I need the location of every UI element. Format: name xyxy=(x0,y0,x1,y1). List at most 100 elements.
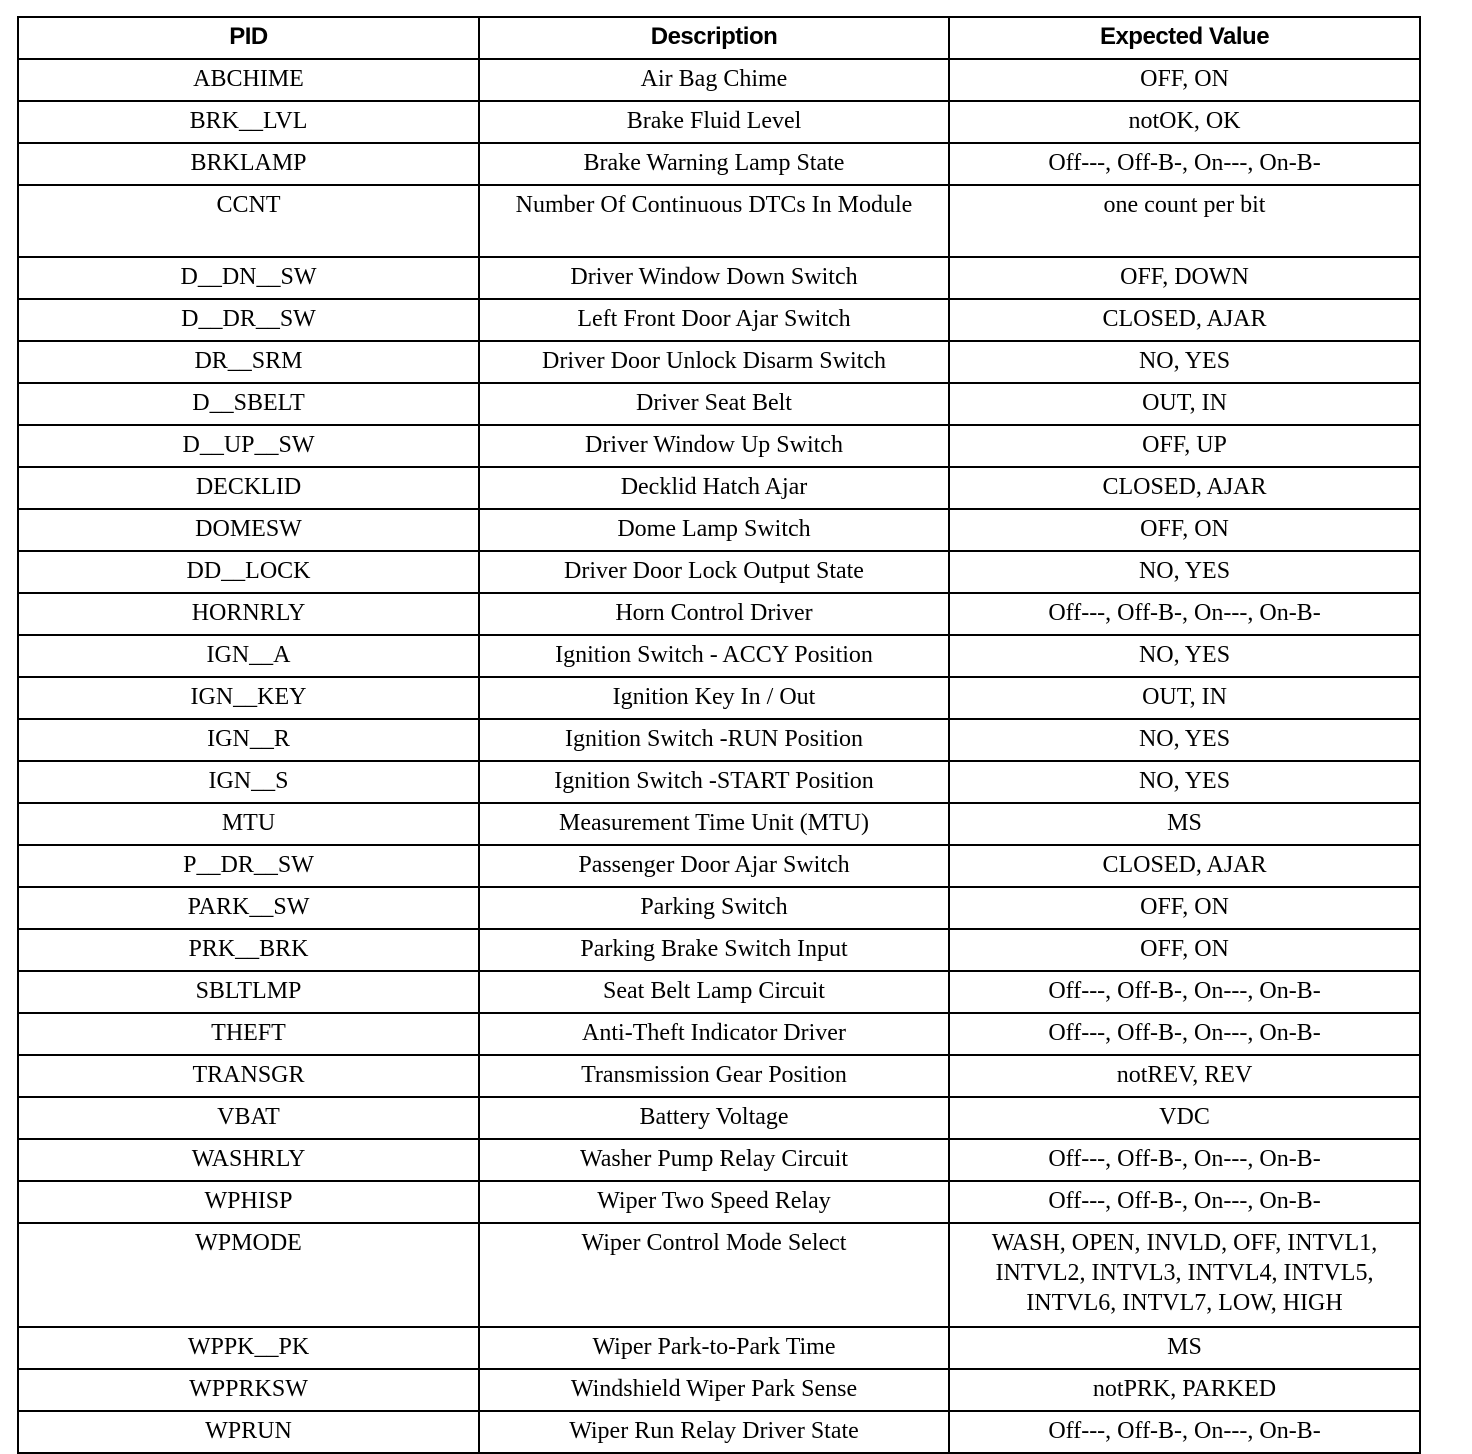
table-row: WPHISP Wiper Two Speed Relay Off---, Off-B… xyxy=(17,1180,1421,1224)
pid-cell: TRANSGR xyxy=(17,1054,480,1098)
pid-cell: HORNRLY xyxy=(17,592,480,636)
pid-cell: DECKLID xyxy=(17,466,480,510)
expected-value-cell: MS xyxy=(948,802,1421,846)
description-cell: Measurement Time Unit (MTU) xyxy=(478,802,950,846)
description-cell: Battery Voltage xyxy=(478,1096,950,1140)
expected-value-cell: OFF, ON xyxy=(948,508,1421,552)
table-row: DD__LOCK Driver Door Lock Output State NO,… xyxy=(17,550,1421,594)
expected-value-cell: Off---, Off-B-, On---, On-B- xyxy=(948,1012,1421,1056)
table-row: D__DR__SW Left Front Door Ajar Switch CLOS… xyxy=(17,298,1421,342)
table-row: D__DN__SW Driver Window Down Switch OFF, D… xyxy=(17,256,1421,300)
description-cell: Ignition Switch -RUN Position xyxy=(478,718,950,762)
table-row: DECKLID Decklid Hatch Ajar CLOSED, AJAR xyxy=(17,466,1421,510)
pid-cell: DD__LOCK xyxy=(17,550,480,594)
table-row: D__UP__SW Driver Window Up Switch OFF, UP xyxy=(17,424,1421,468)
expected-value-cell: MS xyxy=(948,1326,1421,1370)
description-cell: Left Front Door Ajar Switch xyxy=(478,298,950,342)
pid-cell: D__UP__SW xyxy=(17,424,480,468)
expected-value-cell: NO, YES xyxy=(948,550,1421,594)
expected-value-cell: Off---, Off-B-, On---, On-B- xyxy=(948,1410,1421,1454)
expected-value-cell: NO, YES xyxy=(948,760,1421,804)
description-cell: Ignition Switch - ACCY Position xyxy=(478,634,950,678)
pid-cell: SBLTLMP xyxy=(17,970,480,1014)
expected-value-cell: WASH, OPEN, INVLD, OFF, INTVL1, INTVL2, … xyxy=(948,1222,1421,1328)
table-row: PRK__BRK Parking Brake Switch Input OFF, O… xyxy=(17,928,1421,972)
table-row: IGN__R Ignition Switch -RUN Position NO, Y… xyxy=(17,718,1421,762)
pid-cell: IGN__R xyxy=(17,718,480,762)
description-cell: Parking Switch xyxy=(478,886,950,930)
expected-value-cell: CLOSED, AJAR xyxy=(948,844,1421,888)
pid-cell: D__SBELT xyxy=(17,382,480,426)
expected-value-cell: Off---, Off-B-, On---, On-B- xyxy=(948,142,1421,186)
expected-value-cell: OUT, IN xyxy=(948,382,1421,426)
pid-cell: MTU xyxy=(17,802,480,846)
pid-cell: IGN__A xyxy=(17,634,480,678)
table-row: PARK__SW Parking Switch OFF, ON xyxy=(17,886,1421,930)
table-row: TRANSGR Transmission Gear Position notREV,… xyxy=(17,1054,1421,1098)
table-row: WPPRKSW Windshield Wiper Park Sense notPRK… xyxy=(17,1368,1421,1412)
description-cell: Washer Pump Relay Circuit xyxy=(478,1138,950,1182)
expected-value-cell: one count per bit xyxy=(948,184,1421,258)
description-cell: Passenger Door Ajar Switch xyxy=(478,844,950,888)
expected-value-cell: notREV, REV xyxy=(948,1054,1421,1098)
description-cell: Driver Seat Belt xyxy=(478,382,950,426)
pid-cell: CCNT xyxy=(17,184,480,258)
expected-value-cell: CLOSED, AJAR xyxy=(948,298,1421,342)
expected-value-cell: OUT, IN xyxy=(948,676,1421,720)
table-row: THEFT Anti-Theft Indicator Driver Off---, … xyxy=(17,1012,1421,1056)
header-row: PID Description Expected Value xyxy=(17,16,1421,60)
description-cell: Ignition Key In / Out xyxy=(478,676,950,720)
table-row: ABCHIME Air Bag Chime OFF, ON xyxy=(17,58,1421,102)
pid-cell: IGN__S xyxy=(17,760,480,804)
expected-value-cell: OFF, UP xyxy=(948,424,1421,468)
table-row: IGN__KEY Ignition Key In / Out OUT, IN xyxy=(17,676,1421,720)
description-cell: Decklid Hatch Ajar xyxy=(478,466,950,510)
table-row: HORNRLY Horn Control Driver Off---, Off-B-… xyxy=(17,592,1421,636)
pid-cell: WPMODE xyxy=(17,1222,480,1328)
description-cell: Anti-Theft Indicator Driver xyxy=(478,1012,950,1056)
pid-table: PID Description Expected Value ABCHIME Ai… xyxy=(17,16,1421,1454)
expected-value-cell: Off---, Off-B-, On---, On-B- xyxy=(948,970,1421,1014)
table-row: CCNT Number Of Continuous DTCs In Module o… xyxy=(17,184,1421,258)
expected-value-cell: NO, YES xyxy=(948,718,1421,762)
expected-value-cell: OFF, ON xyxy=(948,928,1421,972)
expected-value-cell: CLOSED, AJAR xyxy=(948,466,1421,510)
table-row: D__SBELT Driver Seat Belt OUT, IN xyxy=(17,382,1421,426)
description-cell: Brake Warning Lamp State xyxy=(478,142,950,186)
expected-value-cell: Off---, Off-B-, On---, On-B- xyxy=(948,1138,1421,1182)
table-row: WPPK__PK Wiper Park-to-Park Time MS xyxy=(17,1326,1421,1370)
description-cell: Wiper Control Mode Select xyxy=(478,1222,950,1328)
expected-value-cell: NO, YES xyxy=(948,340,1421,384)
table-row: WPRUN Wiper Run Relay Driver State Off---,… xyxy=(17,1410,1421,1454)
header-expected-value: Expected Value xyxy=(948,16,1421,60)
pid-cell: P__DR__SW xyxy=(17,844,480,888)
pid-cell: WPPK__PK xyxy=(17,1326,480,1370)
description-cell: Dome Lamp Switch xyxy=(478,508,950,552)
table-row: P__DR__SW Passenger Door Ajar Switch CLOSE… xyxy=(17,844,1421,888)
table-row: DR__SRM Driver Door Unlock Disarm Switch N… xyxy=(17,340,1421,384)
pid-cell: D__DR__SW xyxy=(17,298,480,342)
description-cell: Seat Belt Lamp Circuit xyxy=(478,970,950,1014)
description-cell: Air Bag Chime xyxy=(478,58,950,102)
pid-cell: DOMESW xyxy=(17,508,480,552)
expected-value-cell: Off---, Off-B-, On---, On-B- xyxy=(948,592,1421,636)
table-row: BRKLAMP Brake Warning Lamp State Off---, O… xyxy=(17,142,1421,186)
table-row: IGN__S Ignition Switch -START Position NO,… xyxy=(17,760,1421,804)
table-row: SBLTLMP Seat Belt Lamp Circuit Off---, Off… xyxy=(17,970,1421,1014)
expected-value-cell: OFF, DOWN xyxy=(948,256,1421,300)
expected-value-cell: VDC xyxy=(948,1096,1421,1140)
pid-cell: BRK__LVL xyxy=(17,100,480,144)
description-cell: Driver Window Down Switch xyxy=(478,256,950,300)
table-row: BRK__LVL Brake Fluid Level notOK, OK xyxy=(17,100,1421,144)
expected-value-cell: notPRK, PARKED xyxy=(948,1368,1421,1412)
description-cell: Wiper Park-to-Park Time xyxy=(478,1326,950,1370)
description-cell: Driver Window Up Switch xyxy=(478,424,950,468)
pid-cell: PARK__SW xyxy=(17,886,480,930)
pid-cell: D__DN__SW xyxy=(17,256,480,300)
pid-cell: ABCHIME xyxy=(17,58,480,102)
description-cell: Transmission Gear Position xyxy=(478,1054,950,1098)
table-row: WASHRLY Washer Pump Relay Circuit Off---, … xyxy=(17,1138,1421,1182)
pid-cell: DR__SRM xyxy=(17,340,480,384)
table-row: MTU Measurement Time Unit (MTU) MS xyxy=(17,802,1421,846)
header-pid: PID xyxy=(17,16,480,60)
